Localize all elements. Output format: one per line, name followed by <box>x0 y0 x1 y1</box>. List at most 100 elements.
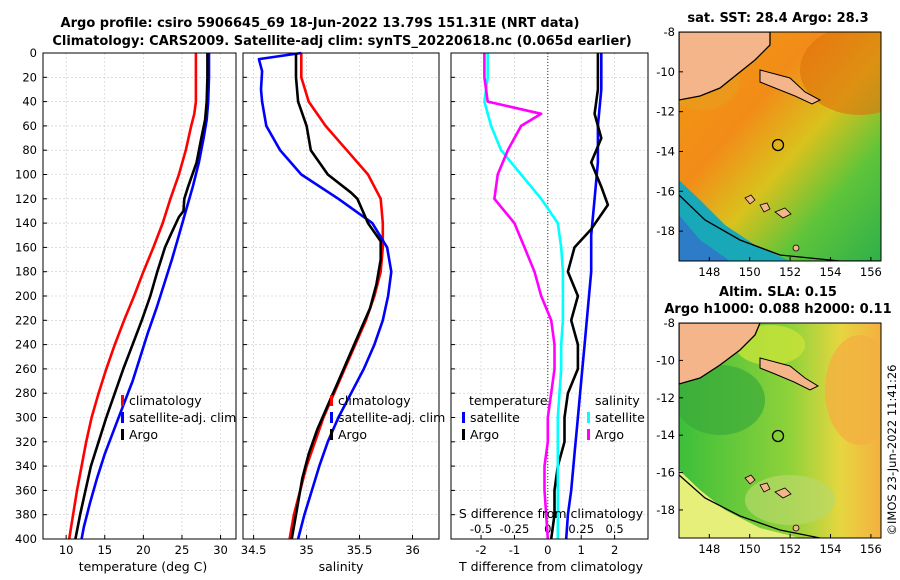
sla-argo-marker <box>771 429 785 443</box>
map-x-tick-label: 152 <box>779 542 801 556</box>
legend-swatch-s-argo <box>587 429 590 440</box>
legend-title-temperature: temperature <box>469 393 548 408</box>
sla-land-png <box>679 323 761 385</box>
x-tick-label: 34.5 <box>241 543 267 557</box>
y-tick-label: 200 <box>15 289 37 303</box>
salinity-xlabel: salinity <box>319 559 364 574</box>
plot-frame <box>450 52 649 540</box>
s-diff-tick-label: -0.5 <box>470 522 492 536</box>
map-x-tick-label: 148 <box>698 265 720 279</box>
sla-map <box>679 323 881 538</box>
sst-cool-water <box>679 215 730 261</box>
legend-title-salinity: salinity <box>595 393 640 408</box>
imos-watermark: ©IMOS 23-Jun-2022 11:41:26 <box>885 365 899 536</box>
legend-swatch-climatology <box>121 395 124 406</box>
map-y-tick-label: -18 <box>656 224 675 238</box>
series-satellite-adj-clim <box>257 51 393 540</box>
sla-map-axes: 148 150 152 154 156 -8 -10 -12 -14 -16 -18 <box>656 316 882 556</box>
map-x-tick-label: 152 <box>779 265 801 279</box>
legend-swatch-argo <box>330 429 333 440</box>
legend-label-argo: Argo <box>338 427 367 442</box>
sla-map-title-1: Altim. SLA: 0.15 <box>719 285 837 300</box>
legend-swatch-s-satellite <box>587 412 590 423</box>
sla-land-island <box>759 357 820 391</box>
x-tick-label: 2 <box>611 543 618 557</box>
legend-swatch-satellite <box>121 412 124 423</box>
map-y-tick-label: -14 <box>656 428 675 442</box>
map-y-tick-label: -8 <box>664 316 675 330</box>
y-tick-label: 320 <box>15 435 37 449</box>
x-tick-label: -2 <box>475 543 486 557</box>
sst-map-title: sat. SST: 28.4 Argo: 28.3 <box>687 11 868 26</box>
sst-islands <box>744 194 792 219</box>
legend-label-t-satellite: satellite <box>470 410 520 425</box>
title-line-2: Climatology: CARS2009. Satellite-adj cli… <box>52 34 631 49</box>
y-tick-label: 300 <box>15 411 37 425</box>
map-y-tick-label: -18 <box>656 503 675 517</box>
s-difference-xlabel: S difference from climatology <box>459 506 644 521</box>
title-line-1: Argo profile: csiro 5906645_69 18-Jun-20… <box>61 16 580 31</box>
map-x-tick-label: 156 <box>860 542 882 556</box>
s-diff-tick-label: 0.25 <box>568 522 594 536</box>
series-satellite-adj-clim <box>80 53 211 540</box>
salinity-legend: climatology satellite-adj. clim Argo <box>330 393 445 442</box>
map-x-tick-label: 154 <box>820 542 842 556</box>
legend-label-satellite: satellite-adj. clim <box>338 410 445 425</box>
series-argo <box>74 53 209 540</box>
map-y-tick-label: -10 <box>656 65 675 79</box>
map-y-tick-label: -10 <box>656 353 675 367</box>
series-s-argo <box>483 53 556 540</box>
sla-coastal-band <box>679 470 800 538</box>
x-tick-label: 15 <box>97 543 112 557</box>
sst-islet <box>792 244 800 252</box>
y-tick-label: 380 <box>15 508 37 522</box>
y-tick-label: 100 <box>15 168 37 182</box>
sst-map <box>679 32 881 261</box>
sla-reef-coast <box>679 474 821 538</box>
y-tick-label: 280 <box>15 386 37 400</box>
sst-argo-marker <box>771 138 785 152</box>
legend-swatch-satellite <box>330 412 333 423</box>
x-tick-label: 35 <box>299 543 314 557</box>
y-tick-label: 0 <box>30 46 37 60</box>
sst-reef-coast <box>679 194 880 261</box>
map-y-tick-label: -16 <box>656 466 675 480</box>
t-difference-xlabel: T difference from climatology <box>458 559 644 574</box>
sla-map-frame <box>678 322 882 539</box>
y-tick-label: 40 <box>22 95 37 109</box>
series-s-satellite <box>483 53 565 539</box>
y-tick-label: 240 <box>15 338 37 352</box>
map-y-tick-label: -12 <box>656 391 675 405</box>
y-tick-label: 180 <box>15 265 37 279</box>
sla-islands <box>744 474 792 499</box>
x-tick-label: 20 <box>136 543 151 557</box>
map-x-tick-label: 150 <box>739 542 761 556</box>
legend-swatch-t-argo <box>462 429 465 440</box>
plot-frame <box>42 52 237 540</box>
y-tick-label: 80 <box>22 143 37 157</box>
plot-frame <box>242 52 440 540</box>
s-diff-tick-label: -0.25 <box>500 522 530 536</box>
y-tick-label: 260 <box>15 362 37 376</box>
map-y-tick-label: -12 <box>656 105 675 119</box>
y-tick-label: 340 <box>15 459 37 473</box>
s-diff-tick-label: 0.5 <box>605 522 623 536</box>
legend-swatch-t-satellite <box>462 412 465 423</box>
map-x-tick-label: 150 <box>739 265 761 279</box>
map-x-tick-label: 156 <box>860 265 882 279</box>
sst-land-png <box>679 32 771 101</box>
y-tick-label: 400 <box>15 532 37 546</box>
y-tick-label: 140 <box>15 216 37 230</box>
sla-map-title-2: Argo h1000: 0.088 h2000: 0.11 <box>664 302 891 317</box>
series-argo <box>290 53 383 540</box>
difference-legend: temperature satellite Argo salinity sate… <box>462 393 645 442</box>
legend-label-t-argo: Argo <box>470 427 499 442</box>
legend-label-climatology: climatology <box>338 393 411 408</box>
legend-label-s-argo: Argo <box>595 427 624 442</box>
y-tick-label: 160 <box>15 240 37 254</box>
x-tick-label: -1 <box>509 543 520 557</box>
map-y-tick-label: -16 <box>656 184 675 198</box>
map-y-tick-label: -14 <box>656 144 675 158</box>
x-tick-label: 35.5 <box>347 543 373 557</box>
